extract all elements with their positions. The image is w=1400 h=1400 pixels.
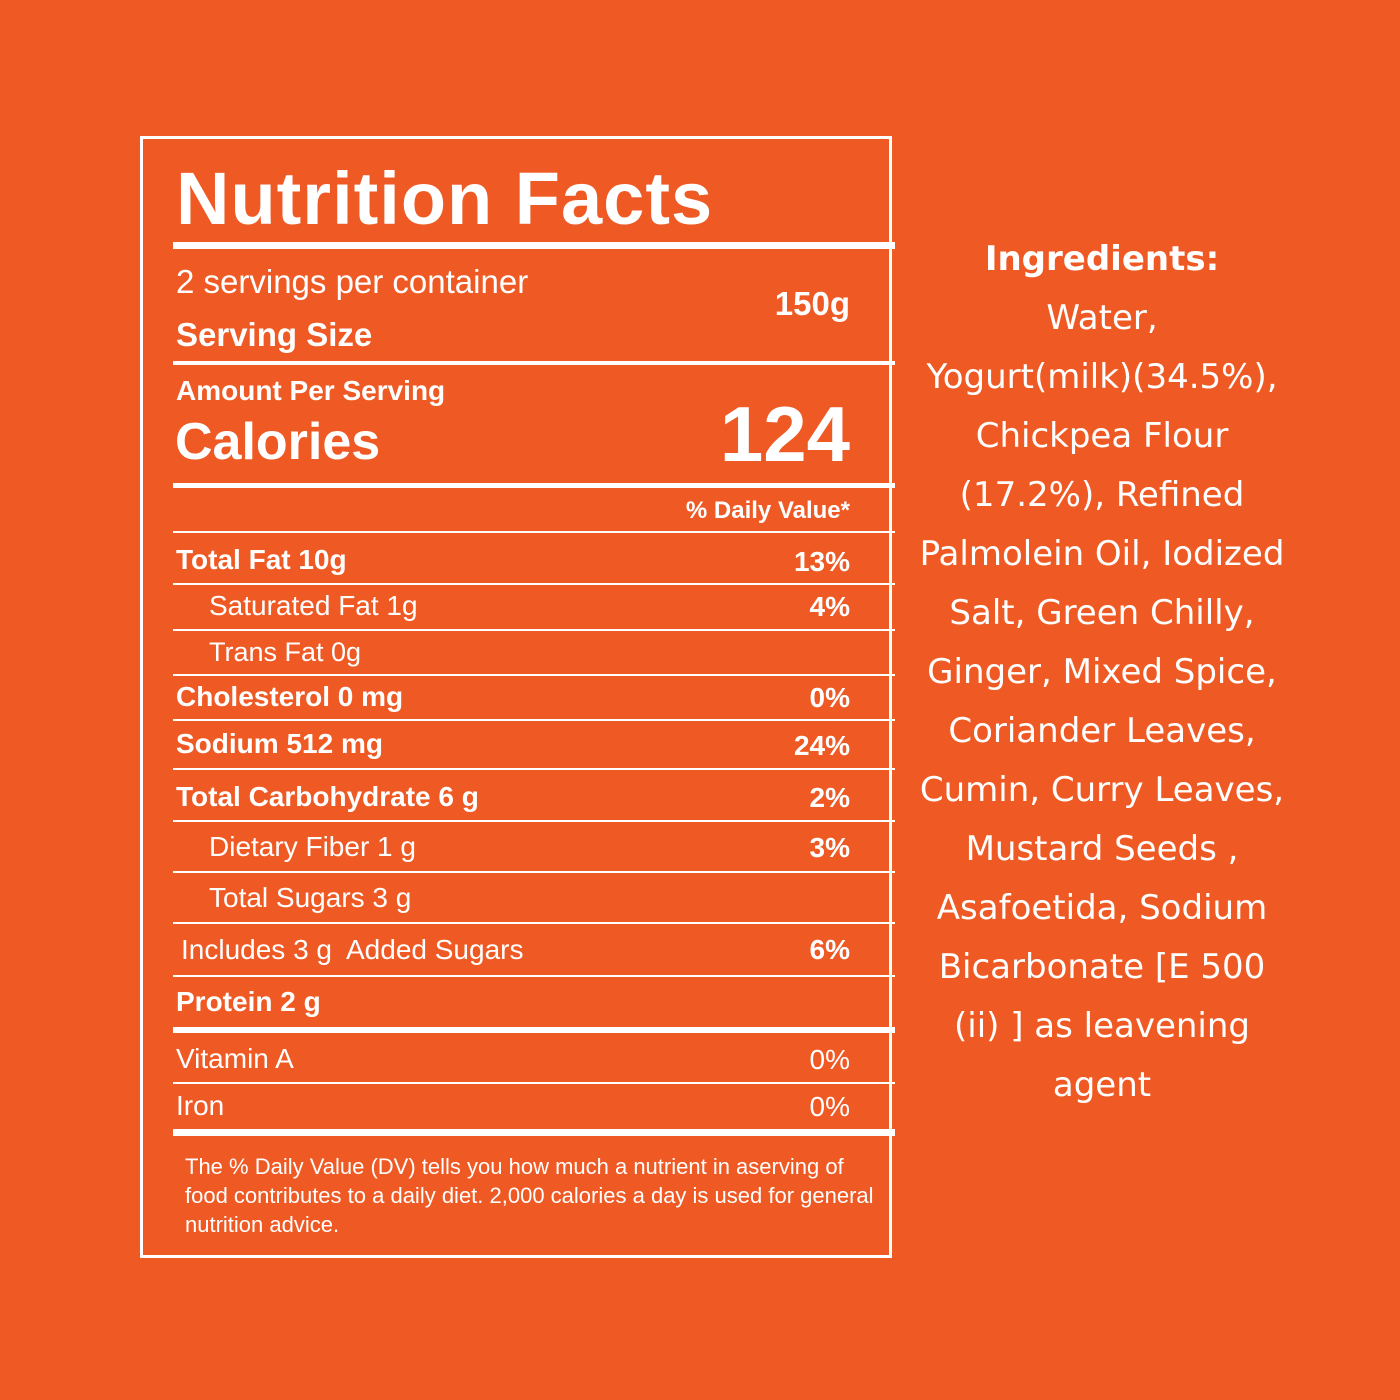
nutrient-dv-added-sugars: 6% [809, 934, 850, 965]
divider [173, 674, 895, 676]
ingredients-line: Coriander Leaves, [948, 711, 1256, 751]
divider [173, 361, 895, 365]
divider [173, 768, 895, 770]
divider [173, 975, 895, 977]
nutrient-dv-sodium: 24% [793, 730, 850, 761]
divider [173, 922, 895, 924]
nutrient-name-vitamin-a: Vitamin A [176, 1043, 294, 1074]
daily-value-footnote: The % Daily Value (DV) tells you how muc… [185, 1154, 874, 1237]
nutrient-dv-saturated-fat: 4% [809, 591, 850, 622]
divider [173, 531, 895, 533]
nutrient-name-cholesterol: Cholesterol 0 mg [176, 681, 404, 712]
ingredients-line: agent [1052, 1065, 1152, 1105]
divider [173, 1082, 895, 1084]
divider [173, 583, 895, 585]
nutrient-dv-vitamin-a: 0% [809, 1044, 850, 1075]
ingredients-line: (17.2%), Refined [959, 475, 1245, 515]
ingredients-line: Mustard Seeds , [965, 829, 1239, 869]
nutrition-facts-title: Nutrition Facts [176, 157, 714, 240]
nutrient-name-iron: Iron [176, 1090, 225, 1121]
ingredients-line: Bicarbonate [E 500 [938, 947, 1266, 987]
nutrient-name-sodium: Sodium 512 mg [176, 728, 383, 759]
nutrient-dv-cholesterol: 0% [809, 682, 850, 713]
nutrient-name-total-sugars: Total Sugars 3 g [209, 882, 412, 913]
ingredients-title: Ingredients: [984, 239, 1220, 279]
divider-thick [173, 1129, 895, 1136]
nutrient-name-total-carbohydrate: Total Carbohydrate 6 g [176, 781, 479, 812]
ingredients-block: Ingredients: Water, Yogurt(milk)(34.5%),… [900, 230, 1304, 1115]
nutrient-name-trans-fat: Trans Fat 0g [209, 637, 362, 667]
ingredients-line: Cumin, Curry Leaves, [919, 770, 1285, 810]
divider [173, 820, 895, 822]
nutrient-dv-total-carbohydrate: 2% [809, 782, 850, 813]
nutrient-name-added-sugars: Includes 3 g Added Sugars [181, 934, 524, 965]
servings-per-container: 2 servings per container [176, 263, 529, 300]
nutrient-name-total-fat: Total Fat 10g [176, 544, 347, 575]
divider-thick [173, 1027, 895, 1033]
nutrient-dv-total-fat: 13% [793, 546, 850, 577]
nutrient-dv-dietary-fiber: 3% [809, 832, 850, 863]
ingredients-line: Chickpea Flour [975, 416, 1229, 456]
divider-thick [173, 242, 895, 249]
nutrient-name-dietary-fiber: Dietary Fiber 1 g [209, 831, 416, 862]
calories-value: 124 [719, 390, 850, 478]
ingredients-line: Yogurt(milk)(34.5%), [926, 357, 1278, 397]
ingredients-line: Asafoetida, Sodium [936, 888, 1268, 928]
divider [173, 629, 895, 631]
amount-per-serving: Amount Per Serving [176, 375, 446, 406]
ingredients-line: Water, [1046, 298, 1158, 338]
nutrient-dv-iron: 0% [809, 1091, 850, 1122]
nutrient-name-protein: Protein 2 g [176, 986, 321, 1017]
serving-size-value: 150g [774, 285, 850, 322]
nutrition-facts-panel: Nutrition Facts 2 servings per container… [140, 136, 895, 1258]
nutrient-name-saturated-fat: Saturated Fat 1g [209, 590, 418, 621]
serving-size-label: Serving Size [176, 316, 373, 353]
ingredients-line: (ii) ] as leavening [953, 1006, 1251, 1046]
divider-thick [173, 483, 895, 488]
ingredients-line: Salt, Green Chilly, [949, 593, 1255, 633]
ingredients-line: Ginger, Mixed Spice, [927, 652, 1277, 692]
daily-value-header: % Daily Value* [685, 497, 850, 524]
divider [173, 719, 895, 721]
calories-label: Calories [175, 413, 381, 471]
divider [173, 871, 895, 873]
ingredients-line: Palmolein Oil, Iodized [919, 534, 1285, 574]
